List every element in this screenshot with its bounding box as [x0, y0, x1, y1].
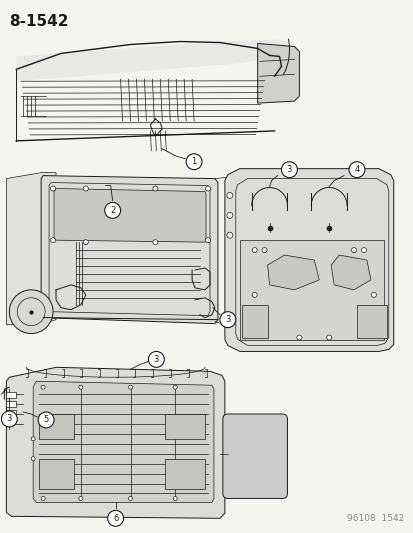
Text: 96108  1542: 96108 1542	[347, 514, 404, 523]
Text: 8-1542: 8-1542	[9, 14, 69, 29]
Text: 1: 1	[191, 157, 196, 166]
Polygon shape	[224, 168, 393, 351]
Polygon shape	[239, 240, 383, 340]
Circle shape	[9, 290, 53, 334]
Text: 3: 3	[153, 355, 159, 364]
Circle shape	[219, 312, 235, 328]
Circle shape	[50, 238, 55, 243]
Bar	[6, 401, 16, 407]
Circle shape	[361, 248, 366, 253]
Polygon shape	[41, 175, 217, 324]
Circle shape	[83, 186, 88, 191]
Circle shape	[1, 411, 17, 427]
Circle shape	[152, 186, 157, 191]
Circle shape	[252, 248, 256, 253]
Circle shape	[226, 192, 232, 198]
Polygon shape	[267, 255, 318, 290]
Text: 3: 3	[225, 315, 230, 324]
Circle shape	[50, 186, 55, 191]
Text: 3: 3	[286, 165, 292, 174]
Circle shape	[226, 232, 232, 238]
Text: 4: 4	[354, 165, 359, 174]
Circle shape	[173, 496, 177, 500]
Polygon shape	[241, 305, 267, 337]
Bar	[165, 414, 204, 439]
Circle shape	[226, 212, 232, 219]
Circle shape	[41, 496, 45, 500]
Polygon shape	[257, 44, 299, 103]
Text: 5: 5	[43, 415, 49, 424]
Circle shape	[186, 154, 202, 169]
Circle shape	[78, 385, 83, 389]
Circle shape	[104, 203, 120, 219]
Circle shape	[261, 248, 266, 253]
Bar	[6, 410, 16, 416]
Circle shape	[83, 240, 88, 245]
Polygon shape	[330, 255, 370, 290]
Polygon shape	[33, 381, 214, 503]
Circle shape	[78, 496, 83, 500]
Circle shape	[31, 437, 35, 441]
Polygon shape	[6, 367, 224, 518]
Circle shape	[107, 511, 123, 526]
Circle shape	[38, 412, 54, 428]
Circle shape	[31, 457, 35, 461]
Polygon shape	[356, 305, 386, 337]
Polygon shape	[6, 173, 56, 325]
Circle shape	[41, 385, 45, 389]
Circle shape	[152, 240, 157, 245]
Polygon shape	[54, 189, 206, 242]
Circle shape	[205, 238, 210, 243]
Circle shape	[296, 335, 301, 340]
Text: 6: 6	[113, 514, 118, 523]
Text: 2: 2	[110, 206, 115, 215]
Circle shape	[148, 351, 164, 367]
Bar	[39, 414, 74, 439]
Circle shape	[128, 496, 132, 500]
Circle shape	[252, 292, 256, 297]
FancyBboxPatch shape	[222, 414, 287, 498]
Circle shape	[348, 161, 364, 177]
Circle shape	[281, 161, 297, 177]
Circle shape	[173, 385, 177, 389]
Circle shape	[351, 248, 356, 253]
Circle shape	[205, 186, 210, 191]
Circle shape	[128, 385, 132, 389]
Polygon shape	[16, 39, 289, 81]
Bar	[39, 459, 74, 489]
Bar	[165, 459, 204, 489]
Circle shape	[370, 292, 375, 297]
Circle shape	[326, 335, 331, 340]
Text: 3: 3	[7, 415, 12, 424]
Bar	[6, 392, 16, 398]
